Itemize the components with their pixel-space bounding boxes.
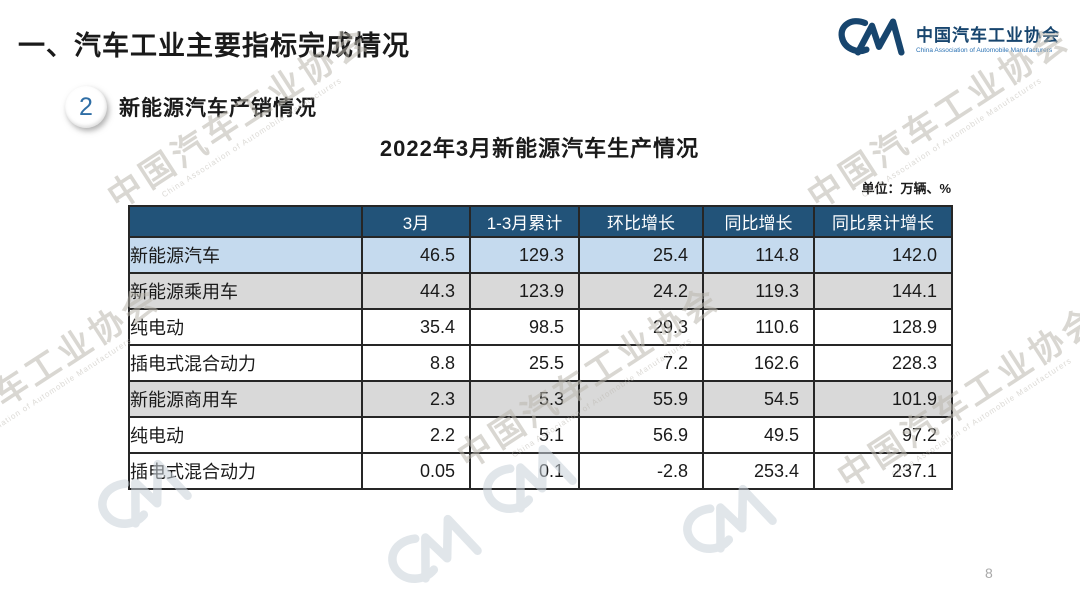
data-cell: 0.05 xyxy=(361,452,471,490)
data-cell: 228.3 xyxy=(813,344,953,382)
data-cell: 128.9 xyxy=(813,308,953,346)
column-header: 3月 xyxy=(361,205,471,238)
column-header xyxy=(128,205,363,238)
data-cell: 7.2 xyxy=(578,344,704,382)
column-header: 同比累计增长 xyxy=(813,205,953,238)
table-row: 插电式混合动力 0.05 0.1 -2.8 253.4 237.1 xyxy=(128,452,953,490)
data-cell: 98.5 xyxy=(469,308,580,346)
row-label: 插电式混合动力 xyxy=(128,452,363,490)
row-label: 新能源乘用车 xyxy=(128,272,363,310)
column-header: 环比增长 xyxy=(578,205,704,238)
data-cell: 110.6 xyxy=(702,308,815,346)
data-cell: 129.3 xyxy=(469,236,580,274)
unit-note: 单位：万辆、% xyxy=(861,181,951,196)
table-row: 纯电动 35.4 98.5 29.3 110.6 128.9 xyxy=(128,308,953,346)
data-cell: 144.1 xyxy=(813,272,953,310)
row-label: 纯电动 xyxy=(128,416,363,454)
logo-name-en: China Association of Automobile Manufact… xyxy=(916,46,1053,54)
table-row: 插电式混合动力 8.8 25.5 7.2 162.6 228.3 xyxy=(128,344,953,382)
data-cell: 101.9 xyxy=(813,380,953,418)
table-row: 新能源商用车 2.3 5.3 55.9 54.5 101.9 xyxy=(128,380,953,418)
data-cell: 253.4 xyxy=(702,452,815,490)
column-header: 1-3月累计 xyxy=(469,205,580,238)
data-cell: 25.5 xyxy=(469,344,580,382)
cm-logo-watermark-icon xyxy=(388,514,482,583)
data-cell: 25.4 xyxy=(578,236,704,274)
table-title: 2022年3月新能源汽车生产情况 xyxy=(379,136,700,161)
section-number-badge: 2 xyxy=(65,86,107,128)
table-row: 纯电动 2.2 5.1 56.9 49.5 97.2 xyxy=(128,416,953,454)
data-cell: 237.1 xyxy=(813,452,953,490)
data-cell: 35.4 xyxy=(361,308,471,346)
data-cell: 114.8 xyxy=(702,236,815,274)
data-cell: 97.2 xyxy=(813,416,953,454)
data-cell: 5.1 xyxy=(469,416,580,454)
data-cell: 0.1 xyxy=(469,452,580,490)
data-cell: 142.0 xyxy=(813,236,953,274)
data-cell: -2.8 xyxy=(578,452,704,490)
data-cell: 8.8 xyxy=(361,344,471,382)
data-cell: 56.9 xyxy=(578,416,704,454)
data-cell: 2.2 xyxy=(361,416,471,454)
table-row: 新能源乘用车 44.3 123.9 24.2 119.3 144.1 xyxy=(128,272,953,310)
data-cell: 49.5 xyxy=(702,416,815,454)
table-row: 新能源汽车 46.5 129.3 25.4 114.8 142.0 xyxy=(128,236,953,274)
column-header: 同比增长 xyxy=(702,205,815,238)
caam-logo-icon xyxy=(838,18,905,56)
caam-logo-text: 中国汽车工业协会 China Association of Automobile… xyxy=(916,21,1060,54)
data-cell: 24.2 xyxy=(578,272,704,310)
section-title: 新能源汽车产销情况 xyxy=(119,97,317,120)
page-title: 一、汽车工业主要指标完成情况 xyxy=(18,31,410,61)
data-cell: 119.3 xyxy=(702,272,815,310)
data-cell: 5.3 xyxy=(469,380,580,418)
data-cell: 54.5 xyxy=(702,380,815,418)
section-heading-row: 2 新能源汽车产销情况 xyxy=(65,86,317,128)
data-cell: 44.3 xyxy=(361,272,471,310)
row-label: 新能源汽车 xyxy=(128,236,363,274)
page-number: 8 xyxy=(985,565,993,581)
row-label: 纯电动 xyxy=(128,308,363,346)
logo-name-cn: 中国汽车工业协会 xyxy=(916,25,1060,45)
production-table: 3月 1-3月累计 环比增长 同比增长 同比累计增长 新能源汽车 46.5 129.3 25.4… xyxy=(128,205,953,490)
row-label: 新能源商用车 xyxy=(128,380,363,418)
row-label: 插电式混合动力 xyxy=(128,344,363,382)
data-cell: 123.9 xyxy=(469,272,580,310)
caam-logo: 中国汽车工业协会 China Association of Automobile… xyxy=(836,16,1060,58)
data-cell: 29.3 xyxy=(578,308,704,346)
data-cell: 2.3 xyxy=(361,380,471,418)
data-cell: 55.9 xyxy=(578,380,704,418)
data-cell: 46.5 xyxy=(361,236,471,274)
data-cell: 162.6 xyxy=(702,344,815,382)
table-header-row: 3月 1-3月累计 环比增长 同比增长 同比累计增长 xyxy=(128,205,953,238)
